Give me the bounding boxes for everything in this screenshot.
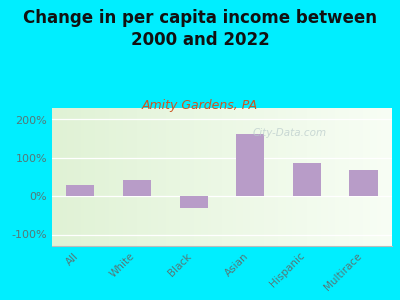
Text: Amity Gardens, PA: Amity Gardens, PA bbox=[142, 99, 258, 112]
Text: City-Data.com: City-Data.com bbox=[253, 128, 327, 138]
Bar bbox=[66, 185, 94, 196]
Bar bbox=[180, 196, 208, 208]
Text: Change in per capita income between
2000 and 2022: Change in per capita income between 2000… bbox=[23, 9, 377, 49]
Bar bbox=[123, 180, 151, 196]
Bar bbox=[236, 134, 264, 196]
Bar bbox=[350, 170, 378, 196]
Bar bbox=[293, 163, 321, 196]
